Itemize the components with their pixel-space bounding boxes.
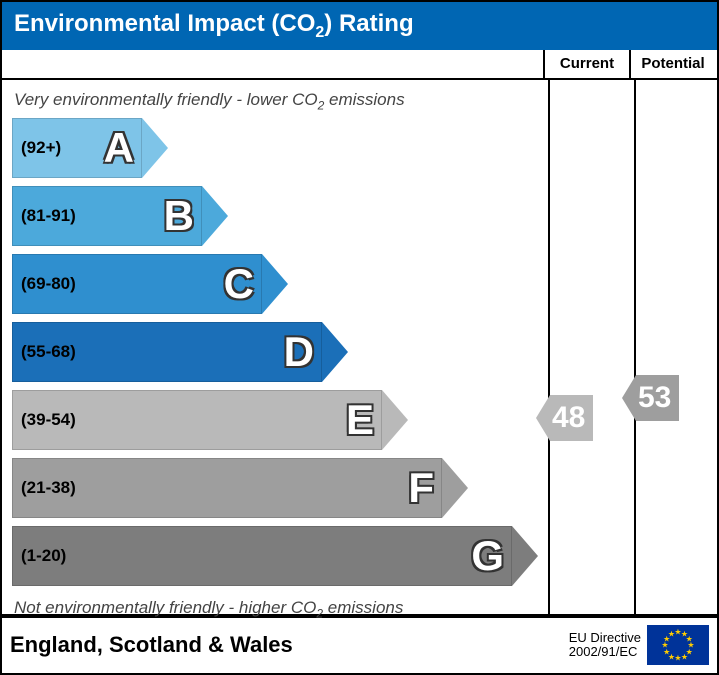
band-range-label: (69-80) (21, 274, 76, 294)
band-body: (81-91) B (12, 186, 202, 246)
potential-rating-tag: 53 (622, 375, 679, 421)
band-bar-e: (39-54) E (12, 390, 538, 450)
top-caption: Very environmentally friendly - lower CO… (12, 86, 538, 116)
band-arrow (322, 322, 348, 382)
eu-flag-icon: ★★★★★★★★★★★★ (647, 625, 709, 665)
header-current: Current (545, 50, 631, 78)
band-body: (92+) A (12, 118, 142, 178)
band-letter: F (408, 464, 435, 512)
title-subscript: 2 (315, 24, 324, 41)
chart-body: Very environmentally friendly - lower CO… (2, 80, 717, 616)
band-letter: D (284, 328, 315, 376)
title-prefix: Environmental Impact (CO (14, 10, 315, 37)
band-letter: C (224, 260, 255, 308)
directive-text: EU Directive 2002/91/EC (569, 631, 641, 660)
band-letter: B (164, 192, 195, 240)
band-body: (55-68) D (12, 322, 322, 382)
column-headers: Current Potential (2, 50, 717, 80)
eu-star: ★ (674, 654, 681, 663)
header-potential: Potential (631, 50, 715, 78)
band-range-label: (81-91) (21, 206, 76, 226)
band-bar-f: (21-38) F (12, 458, 538, 518)
band-letter: G (471, 532, 505, 580)
header-main-blank (2, 50, 545, 78)
chart-title: Environmental Impact (CO2) Rating (2, 2, 717, 50)
band-range-label: (55-68) (21, 342, 76, 362)
title-suffix: ) Rating (324, 10, 413, 37)
eu-star: ★ (668, 630, 675, 639)
band-bar-d: (55-68) D (12, 322, 538, 382)
band-arrow (142, 118, 168, 178)
current-rating-tag: 48 (536, 395, 593, 441)
band-range-label: (92+) (21, 138, 61, 158)
rating-arrow (622, 375, 636, 421)
band-letter: A (104, 124, 135, 172)
band-arrow (512, 526, 538, 586)
band-range-label: (39-54) (21, 410, 76, 430)
eu-star: ★ (681, 652, 688, 661)
potential-column: 53 (636, 80, 719, 614)
rating-value: 48 (550, 395, 593, 441)
band-range-label: (21-38) (21, 478, 76, 498)
epc-rating-chart: Environmental Impact (CO2) Rating Curren… (0, 0, 719, 675)
band-body: (1-20) G (12, 526, 512, 586)
band-arrow (262, 254, 288, 314)
footer-region: England, Scotland & Wales (10, 632, 569, 658)
band-bar-a: (92+) A (12, 118, 538, 178)
band-arrow (382, 390, 408, 450)
band-body: (21-38) F (12, 458, 442, 518)
band-body: (39-54) E (12, 390, 382, 450)
band-bar-g: (1-20) G (12, 526, 538, 586)
band-body: (69-80) C (12, 254, 262, 314)
bottom-caption: Not environmentally friendly - higher CO… (12, 594, 538, 624)
bands-wrap: (92+) A (81-91) B (69-80) C (55-68) D (39-54) E (2… (12, 118, 538, 586)
band-bar-c: (69-80) C (12, 254, 538, 314)
current-column: 48 (550, 80, 636, 614)
band-range-label: (1-20) (21, 546, 66, 566)
band-letter: E (346, 396, 375, 444)
band-arrow (202, 186, 228, 246)
rating-arrow (536, 395, 550, 441)
rating-value: 53 (636, 375, 679, 421)
bands-column: Very environmentally friendly - lower CO… (2, 80, 550, 614)
band-arrow (442, 458, 468, 518)
footer-directive: EU Directive 2002/91/EC ★★★★★★★★★★★★ (569, 625, 709, 665)
band-bar-b: (81-91) B (12, 186, 538, 246)
